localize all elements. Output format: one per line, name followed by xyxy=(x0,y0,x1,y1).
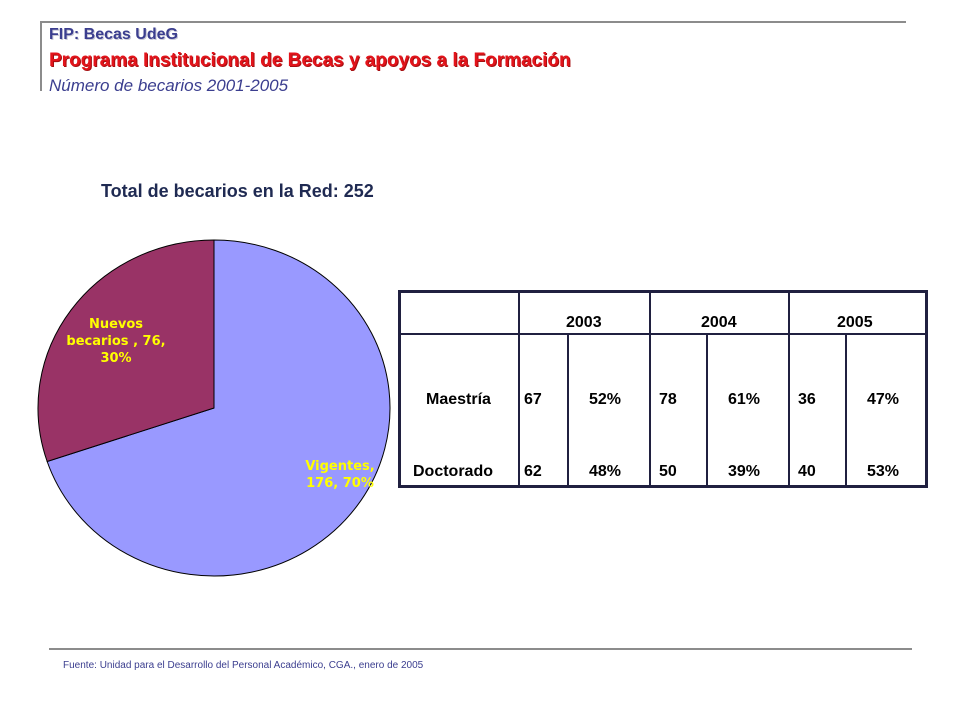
table-divider xyxy=(706,333,708,485)
table-cell: 48% xyxy=(589,463,622,480)
row-label-maestria: Maestría xyxy=(426,391,491,408)
table-header-divider xyxy=(401,333,925,335)
becarios-table: 2003 2004 2005 Maestría 67 52% 78 61% 36… xyxy=(398,290,928,488)
table-cell: 78 xyxy=(659,391,677,408)
row-label-doctorado: Doctorado xyxy=(413,463,493,480)
pie-slice-label: Vigentes, 176, 70% xyxy=(305,459,374,491)
header-left-rule xyxy=(40,21,42,91)
table-cell: 40 xyxy=(798,463,816,480)
header-top-rule xyxy=(40,21,906,23)
table-divider xyxy=(845,333,847,485)
header-subtitle: Número de becarios 2001-2005 xyxy=(49,76,289,95)
table-cell: 62 xyxy=(524,463,542,480)
table-cell: 36 xyxy=(798,391,816,408)
chart-title: Total de becarios en la Red: 252 xyxy=(101,181,374,201)
table-divider xyxy=(518,293,520,485)
year-header: 2003 xyxy=(566,314,602,331)
table-cell: 53% xyxy=(867,463,900,480)
table-divider xyxy=(567,333,569,485)
year-header: 2004 xyxy=(701,314,737,331)
source-footnote: Fuente: Unidad para el Desarrollo del Pe… xyxy=(63,660,424,671)
pie-chart: Vigentes, 176, 70% Nuevos becarios , 76, 30% xyxy=(37,239,391,577)
header-label: FIP: Becas UdeG xyxy=(49,26,178,43)
table-cell: 52% xyxy=(589,391,622,408)
table-cell: 61% xyxy=(728,391,761,408)
table-divider xyxy=(788,293,790,485)
footer-rule xyxy=(49,648,912,650)
pie-slice xyxy=(46,239,391,577)
pie-slice xyxy=(37,239,215,463)
table-cell: 47% xyxy=(867,391,900,408)
table-cell: 39% xyxy=(728,463,761,480)
table-divider xyxy=(649,293,651,485)
pie-slice-label: Nuevos becarios , 76, 30% xyxy=(66,317,165,366)
table-cell: 67 xyxy=(524,391,542,408)
table-cell: 50 xyxy=(659,463,677,480)
year-header: 2005 xyxy=(837,314,873,331)
header-title: Programa Institucional de Becas y apoyos… xyxy=(49,50,571,71)
